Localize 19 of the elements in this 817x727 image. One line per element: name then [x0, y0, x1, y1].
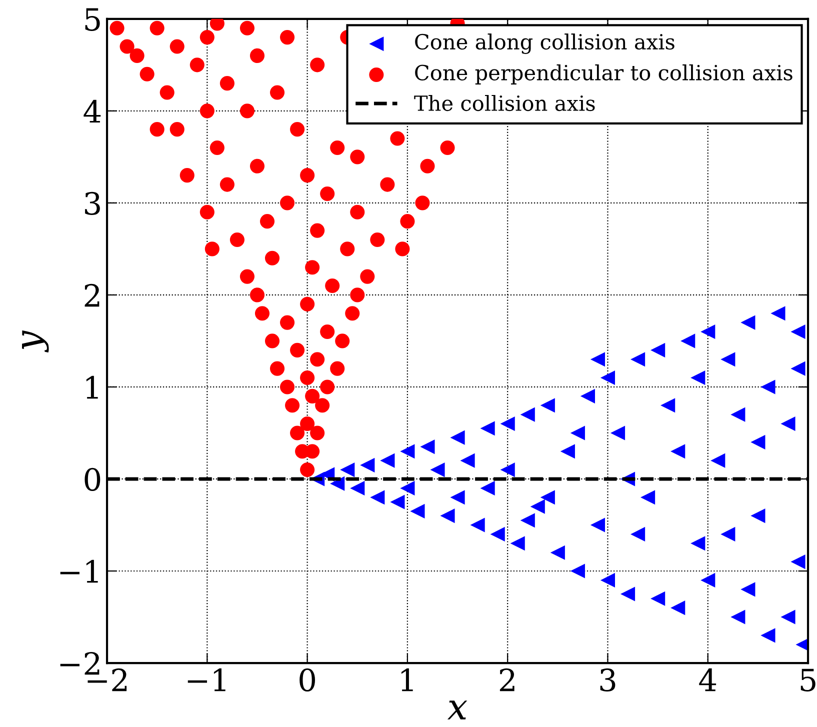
x-tick-label: 3 — [600, 668, 616, 692]
y-axis-title: y — [22, 330, 49, 353]
y-tick-label: 3 — [85, 192, 100, 215]
x-tick-label: 1 — [401, 668, 413, 692]
x-tick-label: 5 — [800, 668, 816, 692]
x-tick-label: 0 — [300, 668, 315, 692]
y-tick-label: 1 — [86, 376, 98, 399]
y-tick-label: 4 — [84, 100, 101, 123]
legend-label: Cone along collision axis — [415, 33, 674, 54]
legend-label: The collision axis — [414, 94, 595, 112]
legend-label: Cone perpendicular to collision axis — [415, 64, 792, 85]
x-tick-label: 2 — [500, 668, 514, 692]
x-tick-label: 4 — [699, 668, 716, 692]
x-tick-label: −1 — [188, 668, 226, 692]
y-tick-label: 0 — [84, 468, 100, 492]
x-axis-title: x — [447, 700, 468, 720]
y-tick-label: 5 — [85, 8, 100, 31]
y-tick-label: 2 — [84, 284, 100, 307]
y-tick-label: −1 — [60, 560, 98, 583]
